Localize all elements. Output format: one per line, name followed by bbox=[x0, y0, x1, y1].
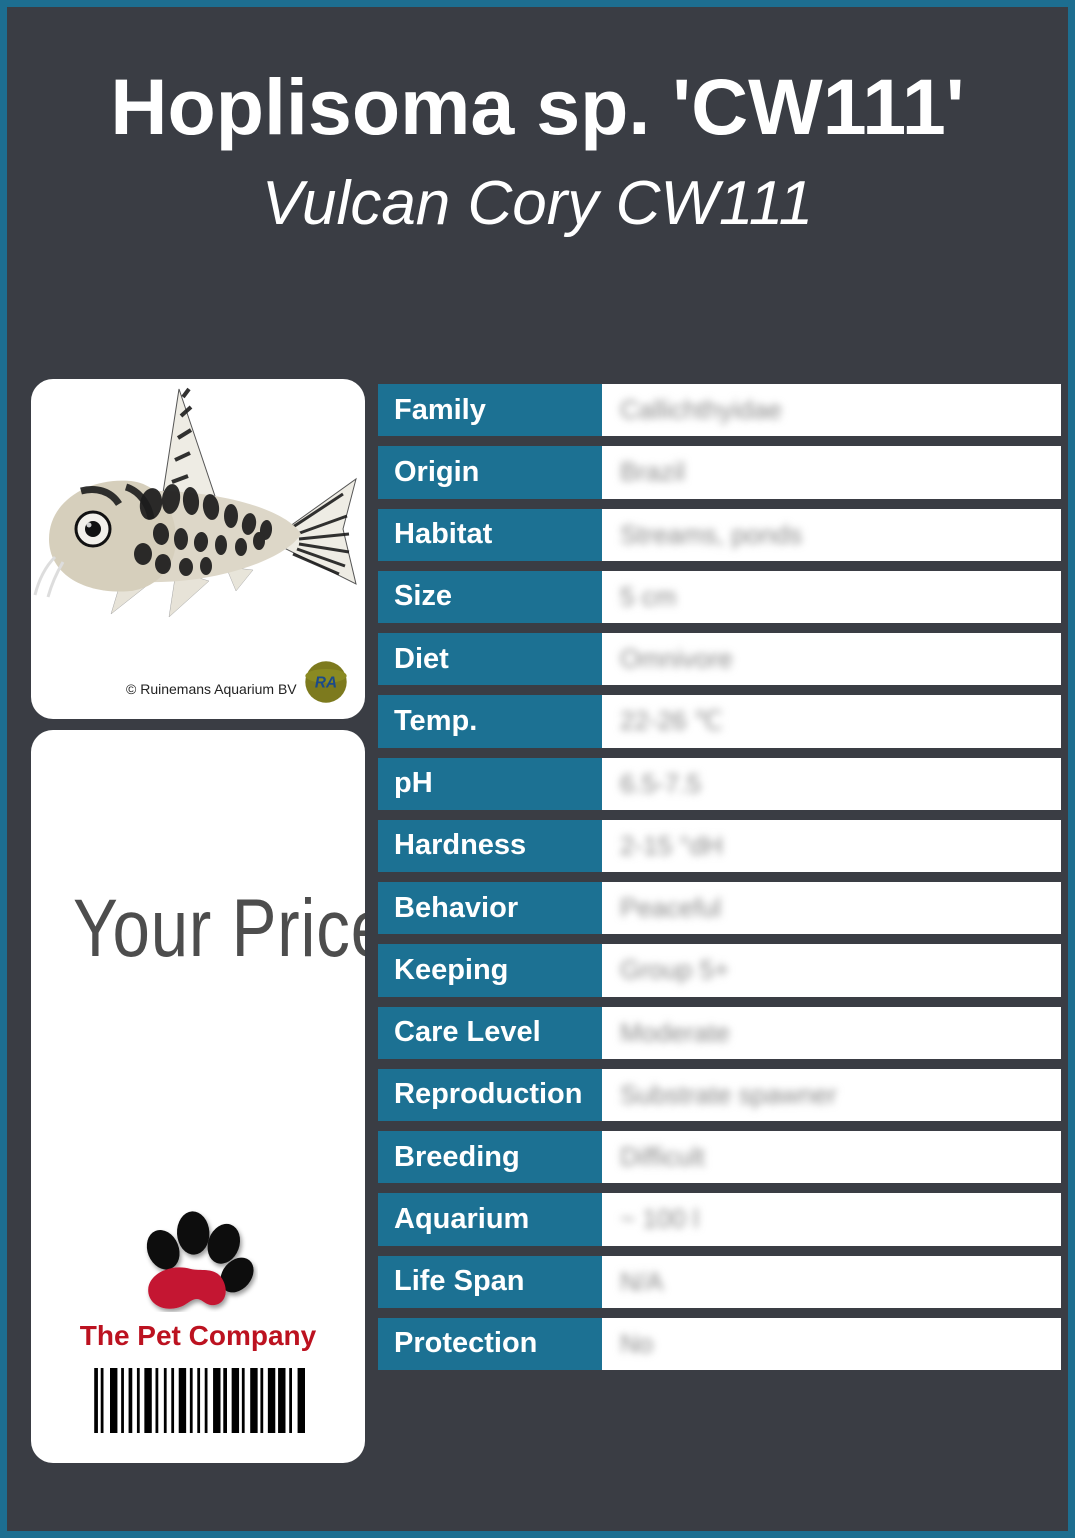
svg-text:RA: RA bbox=[315, 674, 337, 691]
